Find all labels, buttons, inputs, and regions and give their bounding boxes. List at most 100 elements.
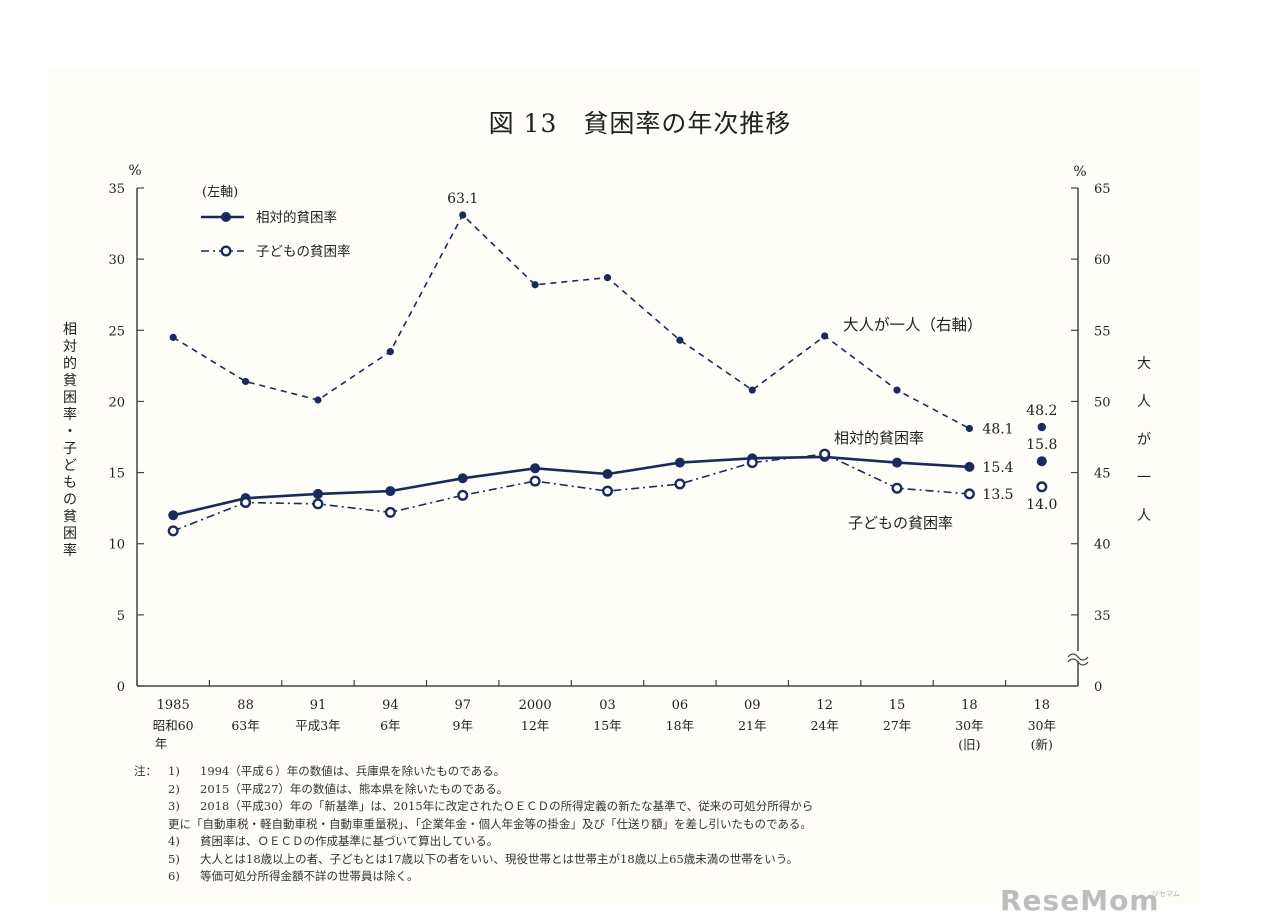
right-axis-label: 大人が一人: [1134, 345, 1154, 535]
chart-title: 図 13 貧困率の年次推移: [488, 109, 792, 138]
data-point-relative-poverty: [530, 463, 541, 474]
left-tick-label: 0: [117, 680, 125, 695]
data-point-child-poverty: [529, 475, 541, 487]
note-text: 等価可処分所得金額不詳の世帯員は除く。: [200, 869, 419, 883]
right-tick-label: 40: [1094, 538, 1111, 553]
x-tick-label-era: 年: [155, 736, 168, 751]
note-prefix: [134, 781, 168, 799]
axis-label-char: も: [63, 475, 77, 491]
data-point-relative-poverty: [674, 457, 685, 468]
series-label-single-adult: 大人が一人（右軸）: [843, 316, 983, 334]
series-label-relative-poverty: 相対的貧困率: [834, 429, 924, 447]
data-label: 48.1: [982, 421, 1013, 437]
right-tick-label: 55: [1094, 324, 1111, 339]
data-point-single-adult: [603, 274, 612, 282]
series-line-1: [172, 453, 970, 532]
note-number: 3): [168, 799, 180, 813]
data-point-child-poverty: [312, 498, 324, 510]
right-tick-label: 50: [1094, 395, 1111, 410]
data-label: 63.1: [447, 191, 478, 207]
x-tick-label-year: 91: [310, 698, 327, 713]
left-tick-label: 10: [108, 538, 125, 553]
note-number: 4): [168, 834, 180, 848]
x-tick-label-year: 97: [454, 698, 471, 713]
data-point-child-poverty: [819, 448, 831, 460]
note-number: 1): [168, 764, 180, 778]
chart-panel: [48, 68, 1200, 905]
data-point-single-adult: [531, 281, 539, 289]
note-item: 2) 2015（平成27）年の数値は、熊本県を除いたものである。: [134, 781, 813, 799]
data-label: 15.4: [982, 460, 1013, 476]
data-point-child-poverty: [240, 496, 252, 508]
x-tick-label-year: 15: [889, 698, 906, 713]
x-tick-label-era: 15年: [593, 718, 621, 733]
data-label: 15.8: [1026, 437, 1057, 453]
data-point-single-adult: [965, 424, 974, 433]
note-prefix: [134, 798, 168, 816]
x-tick-label-era: 6年: [380, 718, 400, 733]
data-point-relative-poverty: [168, 510, 179, 521]
data-point-child-poverty: [746, 457, 758, 469]
series-label-child-poverty: 子どもの貧困率: [848, 514, 953, 532]
legend-marker-relative-poverty: [221, 212, 231, 222]
axis-label-char: の: [63, 492, 77, 508]
x-tick-label-year: 88: [237, 698, 254, 713]
series-line-2: [172, 213, 970, 430]
data-point-single-adult: [821, 332, 829, 340]
data-point-relative-poverty: [385, 486, 396, 497]
watermark-small: リセマム: [1152, 890, 1180, 898]
right-tick-label: 45: [1094, 467, 1111, 482]
note-item: 注： 1) 1994（平成６）年の数値は、兵庫県を除いたものである。: [134, 763, 813, 781]
note-prefix: [134, 851, 168, 869]
x-tick-label-year: 18: [961, 698, 978, 713]
note-number: 5): [168, 851, 180, 866]
axis-label-char: 貧: [63, 509, 77, 525]
axis-label-char: 的: [63, 356, 77, 372]
note-continuation: 更に「自動車税・軽自動車税・自動車重量税」、「企業年金・個人年金等の掛金」及び「…: [168, 816, 812, 831]
axis-label-char: 一: [1137, 470, 1151, 486]
note-text: 2018（平成30）年の「新基準」は、2015年に改定されたＯＥＣＤの所得定義の…: [200, 799, 814, 813]
x-tick-label-era: 63年: [231, 718, 259, 733]
x-tick-label-year: 12: [816, 698, 833, 713]
data-point-child-poverty: [602, 485, 614, 497]
note-item: 6) 等価可処分所得金額不詳の世帯員は除く。: [134, 868, 813, 886]
legend-label-child-poverty: 子どもの貧困率: [256, 243, 351, 260]
legend-marker-child-poverty: [220, 245, 232, 257]
axis-label-char: 子: [63, 441, 77, 457]
right-tick-label: 65: [1094, 182, 1111, 197]
note-text: 1994（平成６）年の数値は、兵庫県を除いたものである。: [200, 764, 506, 778]
right-axis-unit: %: [1073, 164, 1086, 180]
chart-notes: 注： 1) 1994（平成６）年の数値は、兵庫県を除いたものである。 2) 2015（平…: [134, 763, 813, 886]
x-tick-label-year: 2000: [519, 698, 552, 713]
note-prefix: [134, 833, 168, 851]
data-point-single-adult: [676, 336, 684, 344]
data-label: 14.0: [1026, 497, 1057, 513]
note-item: 5) 大人とは18歳以上の者、子どもとは17歳以下の者をいい、現役世帯とは世帯主が…: [134, 851, 813, 869]
legend-header: (左軸): [202, 185, 238, 200]
data-point-relative-poverty: [964, 461, 975, 472]
axis-label-char: 率: [63, 543, 77, 559]
data-point-relative-poverty: [892, 457, 903, 468]
right-tick-label: 35: [1094, 609, 1111, 624]
left-axis-unit: %: [128, 163, 141, 179]
left-tick-label: 25: [108, 324, 125, 339]
x-tick-label-era2: (新): [1031, 737, 1053, 752]
axis-break-gap: [1068, 651, 1088, 661]
x-tick-label-era2: (旧): [958, 737, 980, 752]
x-tick-label-era: 27年: [883, 718, 911, 733]
axis-label-char: 困: [63, 526, 77, 542]
data-point-child-poverty: [891, 482, 903, 494]
x-tick-label-year: 09: [744, 698, 761, 713]
data-point-single-adult: [314, 396, 322, 404]
legend-label-relative-poverty: 相対的貧困率: [256, 209, 337, 226]
x-tick-label-year: 06: [672, 698, 689, 713]
data-point-child-poverty: [457, 489, 469, 501]
note-number: 6): [168, 869, 180, 883]
note-item: 3) 2018（平成30）年の「新基準」は、2015年に改定されたＯＥＣＤの所得定…: [134, 798, 813, 816]
x-tick-label-era: 21年: [738, 718, 766, 733]
data-point-single-adult: [386, 348, 394, 356]
axis-label-char: が: [1137, 432, 1151, 448]
left-tick-label: 35: [108, 182, 125, 197]
x-tick-label-year: 18: [1034, 698, 1051, 713]
